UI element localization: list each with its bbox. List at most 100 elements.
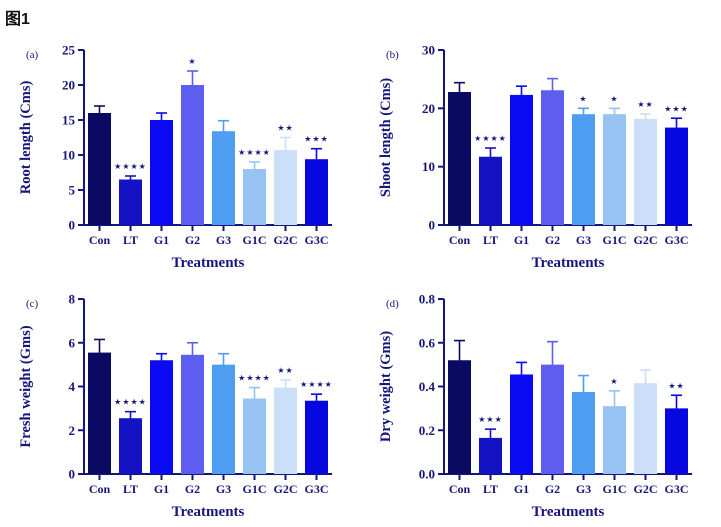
- x-category-label: G2: [185, 482, 200, 496]
- bar-group-G1C: ★★★★: [238, 148, 270, 225]
- bar-G1C: [603, 114, 626, 225]
- x-category-label: Con: [449, 482, 471, 496]
- bar-group-G2C: ★★: [274, 366, 297, 474]
- bar-Con: [448, 360, 471, 474]
- y-tick-label: 20: [62, 78, 75, 93]
- x-category-label: LT: [123, 482, 138, 496]
- bar-LT: [119, 179, 142, 225]
- y-tick-label: 0: [69, 467, 76, 482]
- y-tick-label: 0: [429, 218, 436, 233]
- significance-stars: ★★: [668, 381, 684, 390]
- x-axis-title: Treatments: [172, 504, 245, 520]
- x-category-label: G1C: [603, 233, 627, 247]
- y-tick-label: 2: [69, 423, 76, 438]
- bar-chart-c: (c) 0 2 4 6 8 Con ★★★★ LT G1 G2 G3 ★★★★ G1C ★★ G2C ★★★★ G…: [18, 292, 333, 520]
- bar-group-G2: ★: [181, 57, 204, 225]
- x-category-label: G2: [185, 233, 200, 247]
- y-tick-label: 0.4: [419, 379, 436, 394]
- bar-group-G1: [150, 352, 173, 474]
- chart-panel-c: (c) 0 2 4 6 8 Con ★★★★ LT G1 G2 G3 ★★★★ G1C ★★ G2C ★★★★ G…: [0, 277, 360, 526]
- bar-G2: [181, 85, 204, 225]
- bar-group-G3C: ★★★: [304, 135, 328, 225]
- bar-group-G1C: ★: [603, 94, 626, 225]
- y-tick-label: 5: [69, 183, 76, 198]
- y-tick-label: 30: [422, 43, 435, 58]
- bar-G1: [510, 94, 533, 226]
- bar-Con: [448, 92, 471, 225]
- bar-group-G2: [541, 340, 564, 474]
- x-category-label: G2C: [274, 482, 298, 496]
- significance-stars: ★★★: [478, 415, 503, 424]
- significance-stars: ★★: [277, 124, 293, 133]
- bar-group-Con: [448, 339, 471, 474]
- x-category-label: G1: [154, 482, 169, 496]
- x-category-label: G1C: [243, 233, 267, 247]
- significance-stars: ★★★★: [474, 134, 507, 143]
- bar-Con: [88, 352, 111, 474]
- bar-chart-a: (a) 0 5 10 15 20 25 Con ★★★★ LT G1 ★ G2 G3 ★★★★ G1C ★★ G2…: [18, 43, 332, 271]
- bar-group-Con: [88, 338, 111, 474]
- bar-G1: [150, 120, 173, 225]
- y-tick-label: 15: [62, 113, 76, 128]
- y-axis-title: Shoot length (Cms): [378, 78, 394, 197]
- x-category-label: Con: [449, 233, 471, 247]
- x-category-label: Con: [89, 482, 111, 496]
- charts-grid: (a) 0 5 10 15 20 25 Con ★★★★ LT G1 ★ G2 G3 ★★★★ G1C ★★ G2…: [0, 28, 721, 527]
- y-tick-label: 20: [422, 101, 435, 116]
- y-tick-label: 0: [69, 218, 76, 233]
- significance-stars: ★★★★: [300, 380, 333, 389]
- bar-G1C: [603, 406, 626, 474]
- significance-stars: ★★★★: [114, 162, 147, 171]
- bar-G3C: [665, 127, 688, 225]
- bar-group-Con: [448, 81, 471, 225]
- bar-LT: [479, 156, 502, 225]
- bar-Con: [88, 113, 111, 225]
- bar-G2: [541, 364, 564, 474]
- panel-letter: (d): [386, 298, 399, 310]
- significance-stars: ★★★★: [114, 398, 147, 407]
- chart-panel-b: (b) 0 10 20 30 Con ★★★★ LT G1 G2 ★ G3 ★ G1C ★★ G2C ★★★ G3…: [360, 28, 721, 277]
- significance-stars: ★: [610, 377, 618, 386]
- y-tick-label: 10: [62, 148, 75, 163]
- bar-group-G1: [150, 112, 173, 225]
- bar-chart-d: (d) 0.0 0.2 0.4 0.6 0.8 Con ★★★ LT G1 G2 G3 ★ G1C G2C ★…: [378, 292, 692, 520]
- x-category-label: G3: [216, 482, 231, 496]
- bar-group-G2C: ★★: [274, 124, 297, 225]
- bar-group-G3: [572, 374, 595, 474]
- bar-G3C: [665, 408, 688, 474]
- bar-G1C: [243, 169, 266, 225]
- x-category-label: G3C: [305, 233, 329, 247]
- bar-group-G1: [510, 85, 533, 226]
- panel-letter: (a): [26, 49, 39, 61]
- significance-stars: ★★★★: [238, 374, 271, 383]
- bar-G2C: [634, 118, 657, 225]
- bar-group-G3: ★: [572, 94, 595, 225]
- x-category-label: G3C: [665, 233, 689, 247]
- x-category-label: G2: [545, 233, 560, 247]
- bar-G3C: [305, 400, 328, 474]
- bar-group-G1: [510, 361, 533, 474]
- x-category-label: G2: [545, 482, 560, 496]
- bar-G2C: [274, 150, 297, 225]
- bar-G2: [181, 354, 204, 474]
- bar-group-G3C: ★★: [665, 381, 688, 474]
- significance-stars: ★: [610, 94, 618, 103]
- significance-stars: ★: [188, 57, 196, 66]
- panel-letter: (c): [26, 298, 39, 310]
- y-tick-label: 0.8: [419, 292, 436, 307]
- x-category-label: G1: [154, 233, 169, 247]
- y-axis-title: Root length (Cms): [18, 81, 34, 195]
- x-category-label: G3: [576, 233, 591, 247]
- x-category-label: G3: [216, 233, 231, 247]
- y-tick-label: 25: [62, 43, 76, 58]
- bar-G1: [150, 360, 173, 474]
- x-category-label: Con: [89, 233, 111, 247]
- x-category-label: G1C: [603, 482, 627, 496]
- significance-stars: ★★: [637, 100, 653, 109]
- bar-group-G3C: ★★★: [664, 104, 688, 225]
- x-category-label: LT: [483, 482, 498, 496]
- bar-G2C: [274, 387, 297, 474]
- y-tick-label: 6: [69, 335, 76, 350]
- panel-letter: (b): [386, 49, 399, 61]
- bar-group-G1C: ★: [603, 377, 626, 474]
